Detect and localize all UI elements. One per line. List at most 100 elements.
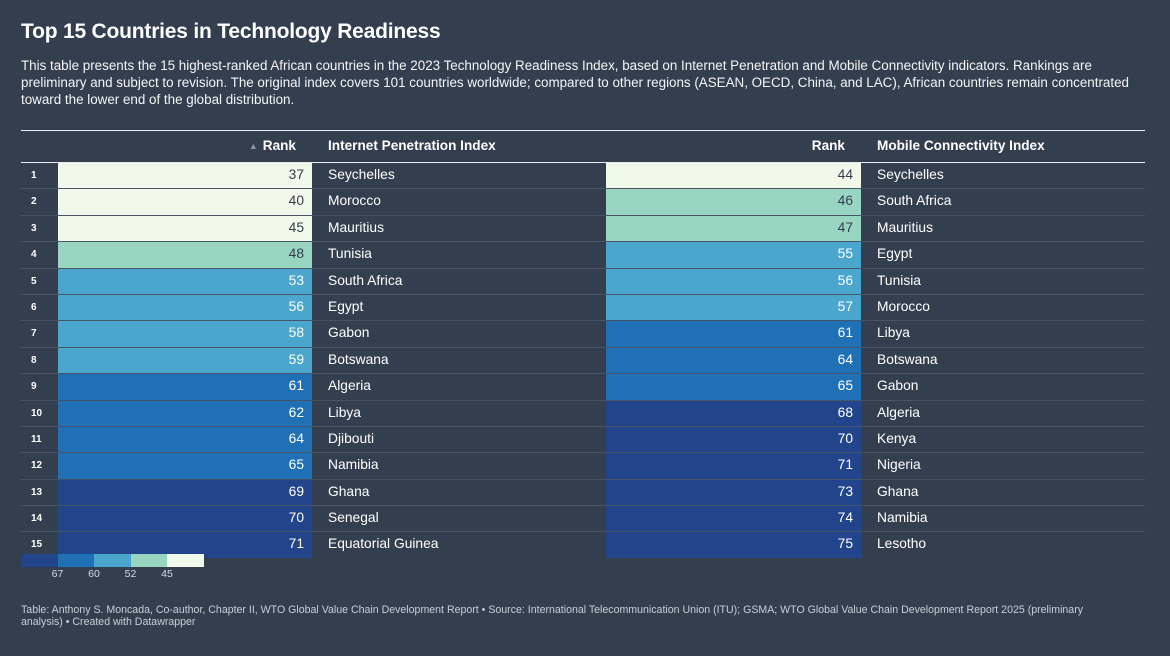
mobile-country-name: South Africa [877, 193, 952, 209]
row-position: 13 [31, 486, 43, 498]
row-position: 15 [31, 539, 43, 551]
mobile-rank-cell: 47 [606, 215, 861, 242]
mobile-rank-cell: 71 [606, 453, 861, 479]
mobile-country-name: Tunisia [877, 272, 921, 288]
mobile-rank-cell: 73 [606, 479, 861, 506]
mobile-country-name: Kenya [877, 430, 917, 446]
internet-rank-value: 62 [288, 404, 304, 420]
column-header-mobile[interactable]: Mobile Connectivity Index [877, 138, 1045, 153]
row-position: 3 [31, 222, 37, 234]
internet-rank-cell: 70 [58, 506, 312, 532]
row-position: 7 [31, 328, 37, 340]
mobile-rank-value: 65 [837, 378, 853, 394]
legend-swatch [167, 554, 204, 567]
mobile-rank-cell: 46 [606, 189, 861, 215]
internet-rank-cell: 45 [58, 215, 312, 242]
internet-rank-cell: 56 [58, 294, 312, 321]
legend-tick-label: 67 [51, 568, 64, 580]
table-row: 4 48 Tunisia 55 Egypt [21, 242, 1145, 269]
table-row: 6 56 Egypt 57 Morocco [21, 294, 1145, 322]
internet-rank-value: 40 [288, 193, 304, 209]
legend-swatch [130, 554, 167, 567]
table-row: 15 71 Equatorial Guinea 75 Lesotho [21, 532, 1145, 558]
row-position: 2 [31, 196, 37, 208]
legend-tick-label: 52 [124, 568, 137, 580]
table-row: 7 58 Gabon 61 Libya [21, 321, 1145, 348]
mobile-rank-cell: 44 [606, 163, 861, 189]
column-header-rank-internet[interactable]: ▲ Rank [248, 138, 296, 153]
internet-rank-value: 65 [288, 457, 304, 473]
mobile-country-name: Namibia [877, 510, 928, 526]
mobile-country-name: Ghana [877, 483, 919, 499]
internet-rank-cell: 53 [58, 268, 312, 294]
chart-description: This table presents the 15 highest-ranke… [21, 58, 1129, 107]
mobile-rank-value: 74 [837, 510, 853, 526]
mobile-rank-cell: 68 [606, 400, 861, 426]
mobile-rank-cell: 70 [606, 426, 861, 453]
internet-country-name: Libya [328, 404, 361, 420]
internet-country-name: Djibouti [328, 430, 375, 446]
legend-swatch [94, 554, 131, 567]
table-row: 9 61 Algeria 65 Gabon [21, 374, 1145, 401]
mobile-rank-cell: 74 [606, 506, 861, 532]
internet-rank-cell: 71 [58, 532, 312, 558]
table-row: 13 69 Ghana 73 Ghana [21, 479, 1145, 507]
table-row: 10 62 Libya 68 Algeria [21, 400, 1145, 427]
mobile-rank-value: 56 [837, 272, 853, 288]
internet-rank-value: 58 [288, 325, 304, 341]
internet-rank-cell: 61 [58, 374, 312, 400]
mobile-rank-value: 70 [837, 430, 853, 446]
mobile-rank-cell: 57 [606, 294, 861, 321]
row-position: 9 [31, 381, 37, 393]
mobile-rank-value: 44 [837, 167, 853, 182]
legend-tick-label: 45 [161, 568, 173, 580]
color-legend: 67 60 52 45 [21, 554, 204, 581]
mobile-country-name: Egypt [877, 246, 913, 262]
mobile-rank-cell: 64 [606, 347, 861, 374]
mobile-country-name: Nigeria [877, 457, 921, 473]
sort-ascending-icon: ▲ [248, 141, 258, 151]
internet-country-name: Algeria [328, 378, 371, 394]
chart-title: Top 15 Countries in Technology Readiness [21, 20, 441, 43]
mobile-rank-value: 57 [837, 298, 853, 314]
row-position: 10 [31, 407, 43, 419]
row-position: 1 [31, 170, 37, 181]
internet-rank-value: 69 [288, 483, 304, 499]
footer-source: Table: Anthony S. Moncada, Co-author, Ch… [21, 604, 1084, 628]
internet-rank-value: 53 [288, 272, 304, 288]
internet-rank-cell: 48 [58, 242, 312, 268]
row-position: 11 [31, 433, 42, 445]
column-header-rank-mobile[interactable]: Rank [811, 138, 845, 153]
internet-rank-cell: 69 [58, 479, 312, 506]
table-row: 2 40 Morocco 46 South Africa [21, 189, 1145, 216]
internet-rank-value: 48 [288, 246, 304, 262]
internet-rank-cell: 62 [58, 400, 312, 426]
mobile-country-name: Libya [877, 325, 910, 341]
table-body: 1 37 Seychelles 44 Seychelles 2 40 Morocco 46 Sou… [21, 163, 1145, 558]
table-header[interactable]: ▲ Rank Internet Penetration Index Rank Mo… [21, 131, 1145, 163]
row-position: 14 [31, 513, 43, 525]
internet-country-name: Ghana [328, 483, 370, 499]
mobile-country-name: Mauritius [877, 219, 933, 235]
mobile-rank-cell: 65 [606, 374, 861, 400]
mobile-country-name: Botswana [877, 351, 938, 367]
mobile-rank-cell: 61 [606, 321, 861, 347]
internet-country-name: Equatorial Guinea [328, 536, 439, 552]
mobile-rank-value: 64 [837, 351, 853, 367]
readiness-table: ▲ Rank Internet Penetration Index Rank Mo… [21, 130, 1145, 558]
row-position: 4 [31, 249, 37, 261]
mobile-country-name: Algeria [877, 404, 920, 420]
row-position: 6 [31, 301, 37, 313]
table-row: 3 45 Mauritius 47 Mauritius [21, 215, 1145, 243]
mobile-country-name: Lesotho [877, 536, 927, 552]
mobile-rank-value: 47 [837, 219, 853, 235]
legend-swatch [57, 554, 94, 567]
column-header-internet[interactable]: Internet Penetration Index [328, 138, 496, 153]
internet-rank-cell: 59 [58, 347, 312, 374]
mobile-rank-cell: 55 [606, 242, 861, 268]
internet-rank-cell: 65 [58, 453, 312, 479]
internet-rank-value: 70 [288, 510, 304, 526]
internet-country-name: Mauritius [328, 219, 384, 235]
legend-swatches [21, 554, 204, 567]
internet-rank-cell: 40 [58, 189, 312, 215]
